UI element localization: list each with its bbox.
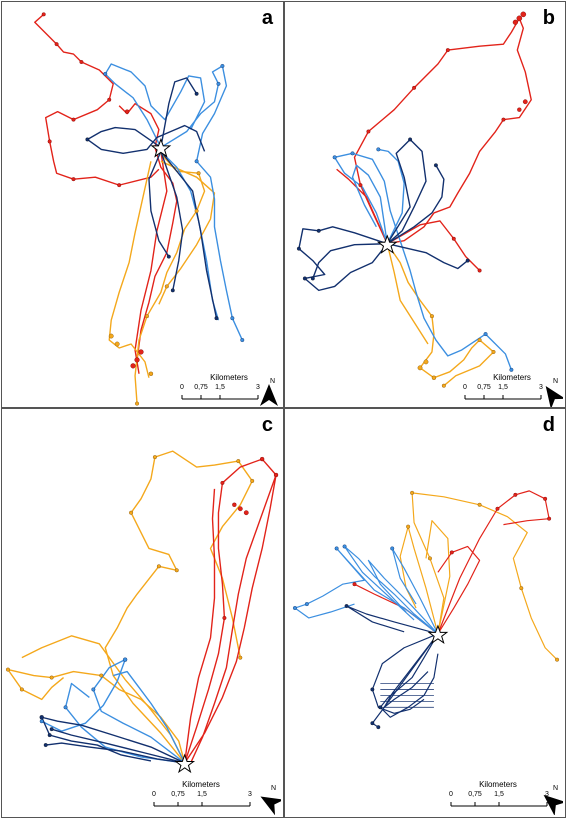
tracks-map-d [292,490,560,730]
map-panel-b: b Kilometers 0 0,75 1,5 3 N [284,1,566,408]
tracks-map-c [5,450,279,774]
scale-tick: 0,75 [477,384,491,391]
scale-bar: Kilometers 0 0,75 1,5 3 [174,373,283,407]
scale-tick: 0 [180,384,184,391]
north-arrow: N [258,378,280,407]
scale-bar-graphic [464,395,542,400]
north-label: N [553,785,559,792]
scale-bar-title: Kilometers [479,780,517,789]
map-panel-a: a Kilometers 0 0,75 1,5 3 N [1,1,284,408]
north-label: N [270,378,276,385]
scale-bar: Kilometers 0 0,75 1,5 3 [146,780,256,814]
scale-tick: 1,5 [498,384,508,391]
scale-tick: 1,5 [197,791,207,798]
north-arrow-icon [260,384,278,406]
tracks-map-b [296,11,532,388]
tracks-map-a [34,12,245,406]
colony-star-icon [150,138,172,158]
scale-tick: 0,75 [194,384,208,391]
scale-tick: 3 [539,384,543,391]
panel-letter: a [261,7,273,29]
scale-bar-title: Kilometers [493,373,531,382]
scale-tick: 3 [248,791,252,798]
colony-star-icon [174,753,196,774]
scale-bar: Kilometers 0 0,75 1,5 3 [457,373,565,407]
scale-bar-graphic [450,802,548,807]
north-label: N [553,378,559,385]
panel-letter: b [542,7,555,29]
north-arrow: N [259,785,283,816]
scale-tick: 0,75 [171,791,185,798]
scale-bar-title: Kilometers [182,780,220,789]
north-label: N [271,785,277,792]
scale-bar-graphic [181,395,259,400]
north-arrow-icon [543,794,565,816]
scale-tick: 3 [545,791,549,798]
scale-tick: 0 [449,791,453,798]
scale-bar-title: Kilometers [210,373,248,382]
scale-tick: 3 [256,384,260,391]
colony-star-icon [427,624,449,645]
north-arrow-icon [545,385,565,407]
map-panel-d: d Kilometers 0 0,75 1,5 3 N [284,408,566,818]
scale-tick: 0 [152,791,156,798]
scale-bar-graphic [153,802,251,807]
panel-letter: c [261,414,273,436]
north-arrow-icon [260,796,283,816]
scale-tick: 0 [463,384,467,391]
north-arrow: N [541,378,565,407]
north-arrow: N [541,785,565,816]
scale-bar: Kilometers 0 0,75 1,5 3 [443,780,553,814]
panel-letter: d [542,414,555,436]
scale-tick: 1,5 [215,384,225,391]
scale-tick: 1,5 [494,791,504,798]
map-panel-c: c Kilometers 0 0,75 1,5 3 N [1,408,284,818]
colony-star-icon [376,234,398,254]
scale-tick: 0,75 [468,791,482,798]
